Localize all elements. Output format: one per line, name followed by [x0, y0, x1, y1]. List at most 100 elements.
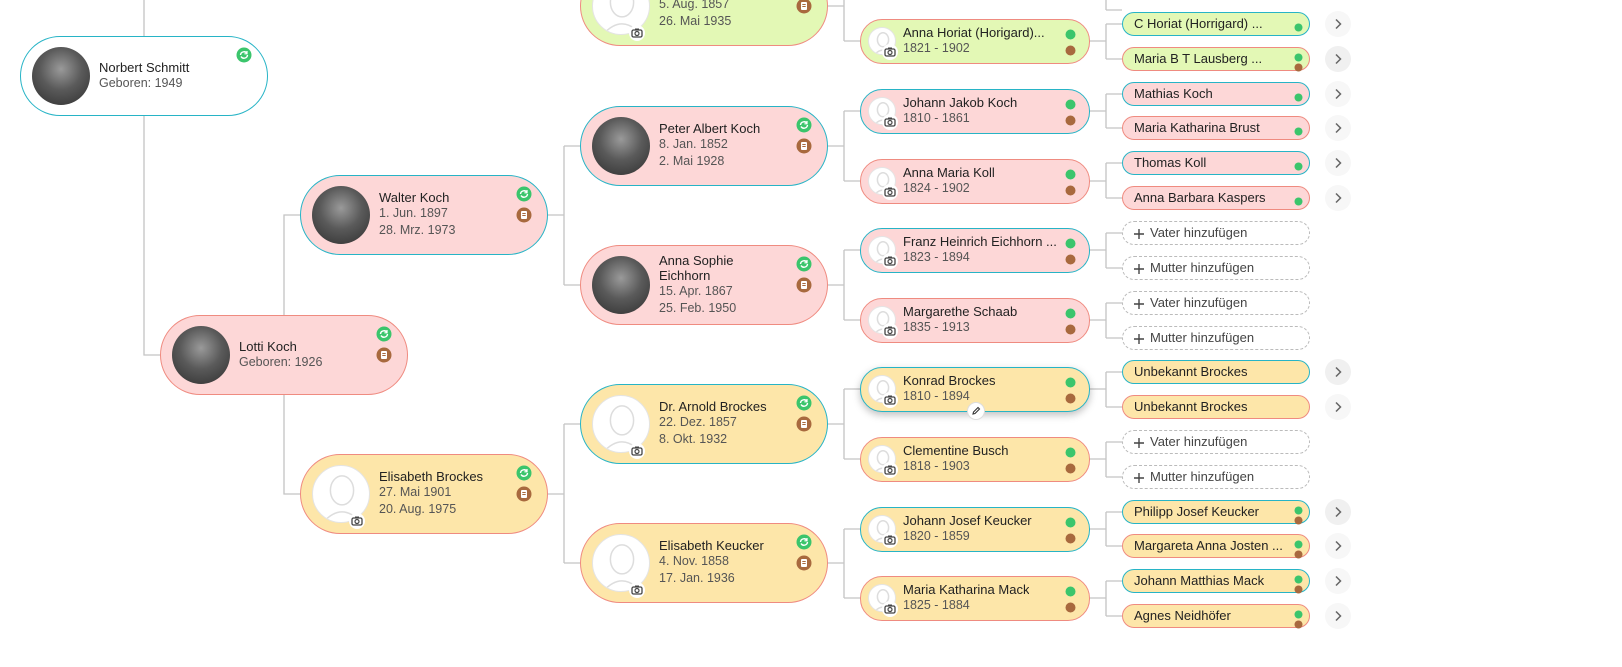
status-dot: [1065, 27, 1076, 39]
add-parent-label: Vater hinzufügen: [1150, 295, 1248, 310]
person-card[interactable]: Elisabeth Brockes 27. Mai 1901 20. Aug. 19…: [300, 454, 548, 534]
person-text: Anna Horiat (Horigard)... 1821 - 1902: [903, 20, 1045, 62]
person-text: Peter Albert Koch 8. Jan. 1852 2. Mai 1928: [659, 107, 760, 184]
chevron-glyph: [1335, 157, 1342, 169]
plus-glyph: [1134, 438, 1144, 448]
expand-button[interactable]: [1325, 185, 1351, 211]
status-dot-glyph: [1065, 533, 1076, 543]
ancestor-card[interactable]: Margareta Anna Josten ...: [1122, 534, 1310, 559]
person-card[interactable]: Anna Sophie Eichhorn 15. Apr. 1867 25. Feb…: [580, 245, 828, 325]
person-text: Margarethe Schaab 1835 - 1913: [903, 299, 1017, 341]
person-card[interactable]: Franz Heinrich Eichhorn ... 1823 - 1894: [860, 227, 1090, 273]
person-card[interactable]: Clementine Busch 1818 - 1903: [860, 436, 1090, 482]
chevron-glyph: [1335, 53, 1342, 65]
status-dot: [1294, 512, 1303, 525]
person-name: Walter Koch: [379, 190, 450, 205]
expand-button[interactable]: [1325, 499, 1351, 525]
chevron-glyph: [1335, 192, 1342, 204]
chevron-glyph: [1335, 122, 1342, 134]
person-card[interactable]: Elisabeth Keucker 4. Nov. 1858 17. Jan. 19…: [580, 523, 828, 603]
expand-button[interactable]: [1325, 150, 1351, 176]
expand-button[interactable]: [1325, 11, 1351, 37]
ancestor-card[interactable]: Maria Katharina Brust: [1122, 116, 1310, 140]
camera-icon: [882, 461, 898, 478]
sync-icon: [376, 326, 392, 342]
expand-button[interactable]: [1325, 603, 1351, 629]
expand-button[interactable]: [1325, 394, 1351, 420]
notes-icon-glyph: [796, 277, 812, 293]
connector: [1090, 371, 1122, 408]
notes-icon-glyph: [796, 0, 812, 14]
person-date: 1824 - 1902: [903, 180, 970, 195]
person-name: Anna Maria Koll: [903, 164, 995, 180]
sync-icon-glyph: [376, 326, 392, 342]
connector: [283, 214, 300, 495]
person-photo: [592, 117, 650, 175]
connector: [1105, 0, 1122, 11]
person-name: Maria Katharina Mack: [903, 581, 1030, 597]
status-dot-glyph: [1065, 602, 1076, 612]
chevron-glyph: [1335, 88, 1342, 100]
notes-icon: [516, 486, 532, 502]
plus-glyph: [1134, 299, 1144, 309]
ancestor-card[interactable]: Anna Barbara Kaspers: [1122, 186, 1310, 210]
person-card[interactable]: Anna Horiat (Horigard)... 1821 - 1902: [860, 18, 1090, 64]
person-card[interactable]: Walter Koch 1. Jun. 1897 28. Mrz. 1973: [300, 175, 548, 255]
person-card[interactable]: Anna Maria Koll 1824 - 1902: [860, 158, 1090, 204]
add-parent-button[interactable]: Mutter hinzufügen: [1122, 326, 1310, 350]
person-name: Anna Horiat (Horigard)...: [903, 24, 1045, 40]
person-name: Elisabeth Keucker: [659, 538, 764, 553]
notes-icon-glyph: [796, 138, 812, 154]
person-card[interactable]: Norbert Schmitt Geboren: 1949: [20, 36, 268, 116]
person-name: Peter Albert Koch: [659, 121, 761, 136]
ancestor-card[interactable]: Maria B T Lausberg ...: [1122, 47, 1310, 72]
sync-icon: [796, 117, 812, 133]
sync-icon-glyph: [796, 117, 812, 133]
sync-icon-glyph: [796, 534, 812, 550]
status-dot-glyph: [1294, 93, 1303, 102]
expand-button[interactable]: [1325, 81, 1351, 107]
expand-button[interactable]: [1325, 46, 1351, 72]
sync-icon-glyph: [796, 256, 812, 272]
ancestor-name: Anna Barbara Kaspers: [1134, 190, 1266, 205]
expand-button[interactable]: [1325, 568, 1351, 594]
expand-button[interactable]: [1325, 533, 1351, 559]
camera-icon-glyph: [882, 391, 898, 408]
plus-glyph: [1134, 229, 1144, 239]
person-card[interactable]: Johann Josef Keucker 1820 - 1859: [860, 506, 1090, 552]
status-dot-glyph: [1065, 115, 1076, 125]
person-card[interactable]: Konrad Brockes 1810 - 1894: [860, 366, 1090, 420]
connector: [828, 0, 860, 42]
expand-button[interactable]: [1325, 115, 1351, 141]
person-card[interactable]: Peter Albert Koch 8. Jan. 1852 2. Mai 1928: [580, 106, 828, 186]
add-parent-button[interactable]: Vater hinzufügen: [1122, 291, 1310, 315]
ancestor-card[interactable]: Agnes Neidhöfer: [1122, 604, 1310, 629]
add-parent-button[interactable]: Mutter hinzufügen: [1122, 465, 1310, 489]
person-date: 1821 - 1902: [903, 40, 970, 55]
ancestor-card[interactable]: Thomas Koll: [1122, 151, 1310, 175]
add-parent-button[interactable]: Vater hinzufügen: [1122, 430, 1310, 454]
add-parent-button[interactable]: Mutter hinzufügen: [1122, 256, 1310, 280]
expand-button[interactable]: [1325, 359, 1351, 385]
status-dot-glyph: [1065, 517, 1076, 527]
status-dot: [1294, 59, 1303, 72]
person-card[interactable]: Maria Katharina Mack 1825 - 1884: [860, 575, 1090, 621]
ancestor-card[interactable]: Philipp Josef Keucker: [1122, 500, 1310, 525]
ancestor-card[interactable]: C Horiat (Horrigard) ...: [1122, 12, 1310, 36]
ancestor-card[interactable]: Johann Matthias Mack: [1122, 569, 1310, 594]
connector: [828, 249, 860, 321]
person-card[interactable]: Margarethe Schaab 1835 - 1913: [860, 297, 1090, 343]
status-dot-glyph: [1065, 324, 1076, 334]
ancestor-card[interactable]: Unbekannt Brockes: [1122, 360, 1310, 384]
plus-icon: [1133, 471, 1145, 483]
ancestor-name: Unbekannt Brockes: [1134, 399, 1248, 414]
person-card[interactable]: Johann Jakob Koch 1810 - 1861: [860, 88, 1090, 134]
add-parent-button[interactable]: Vater hinzufügen: [1122, 221, 1310, 245]
person-card[interactable]: Dr. Arnold Brockes 22. Dez. 1857 8. Okt. 1…: [580, 384, 828, 464]
edit-button[interactable]: [967, 401, 985, 420]
ancestor-card[interactable]: Mathias Koch: [1122, 82, 1310, 106]
notes-icon: [796, 0, 812, 14]
person-card[interactable]: Lotti Koch Geboren: 1926: [160, 315, 408, 395]
ancestor-card[interactable]: Unbekannt Brockes: [1122, 395, 1310, 419]
